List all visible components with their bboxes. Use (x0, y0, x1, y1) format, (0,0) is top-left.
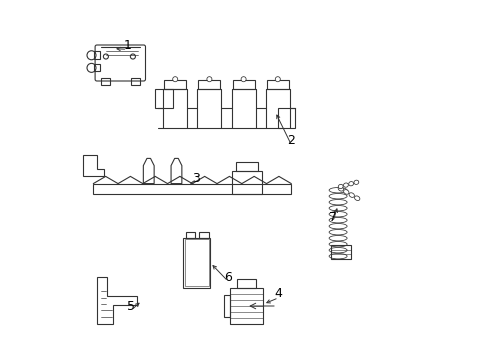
Ellipse shape (328, 242, 346, 247)
Circle shape (130, 54, 135, 59)
Bar (278, 108, 294, 128)
Ellipse shape (328, 217, 346, 223)
Bar (266, 81, 288, 89)
Bar (94, 64, 100, 71)
Text: 3: 3 (192, 172, 200, 185)
Text: 4: 4 (274, 287, 282, 300)
Ellipse shape (343, 183, 347, 187)
Ellipse shape (338, 184, 343, 189)
Ellipse shape (328, 248, 346, 253)
Bar (199, 231, 208, 238)
Circle shape (172, 77, 177, 82)
Bar (94, 51, 100, 59)
Bar (223, 295, 230, 317)
Bar (236, 279, 256, 288)
Ellipse shape (328, 212, 346, 217)
Circle shape (241, 77, 245, 82)
Bar (164, 81, 186, 89)
Ellipse shape (328, 199, 346, 205)
Bar (232, 81, 254, 89)
Ellipse shape (328, 188, 346, 193)
Text: 5: 5 (127, 300, 135, 312)
Ellipse shape (328, 253, 346, 259)
Ellipse shape (353, 180, 358, 184)
Text: 2: 2 (287, 134, 295, 147)
Text: 7: 7 (328, 211, 336, 224)
Ellipse shape (328, 224, 346, 229)
Ellipse shape (328, 206, 346, 211)
Bar (185, 239, 208, 286)
Ellipse shape (328, 230, 346, 235)
Ellipse shape (87, 51, 96, 60)
Ellipse shape (348, 193, 354, 197)
Bar (231, 171, 261, 194)
Text: 6: 6 (224, 271, 232, 284)
Bar (101, 78, 109, 85)
Bar (235, 162, 257, 171)
Ellipse shape (328, 235, 346, 241)
Bar (131, 78, 140, 85)
Ellipse shape (343, 190, 348, 194)
Circle shape (103, 54, 108, 59)
FancyBboxPatch shape (95, 45, 145, 81)
Ellipse shape (354, 196, 359, 201)
Bar (183, 238, 210, 288)
Ellipse shape (87, 63, 96, 72)
Circle shape (206, 77, 211, 82)
Bar (230, 288, 262, 324)
Bar (198, 81, 220, 89)
Text: 1: 1 (123, 39, 131, 51)
Ellipse shape (348, 181, 353, 186)
Bar (185, 231, 195, 238)
Circle shape (275, 77, 280, 82)
Ellipse shape (338, 186, 343, 191)
Bar (93, 184, 291, 194)
Ellipse shape (328, 194, 346, 199)
Bar (330, 245, 350, 259)
